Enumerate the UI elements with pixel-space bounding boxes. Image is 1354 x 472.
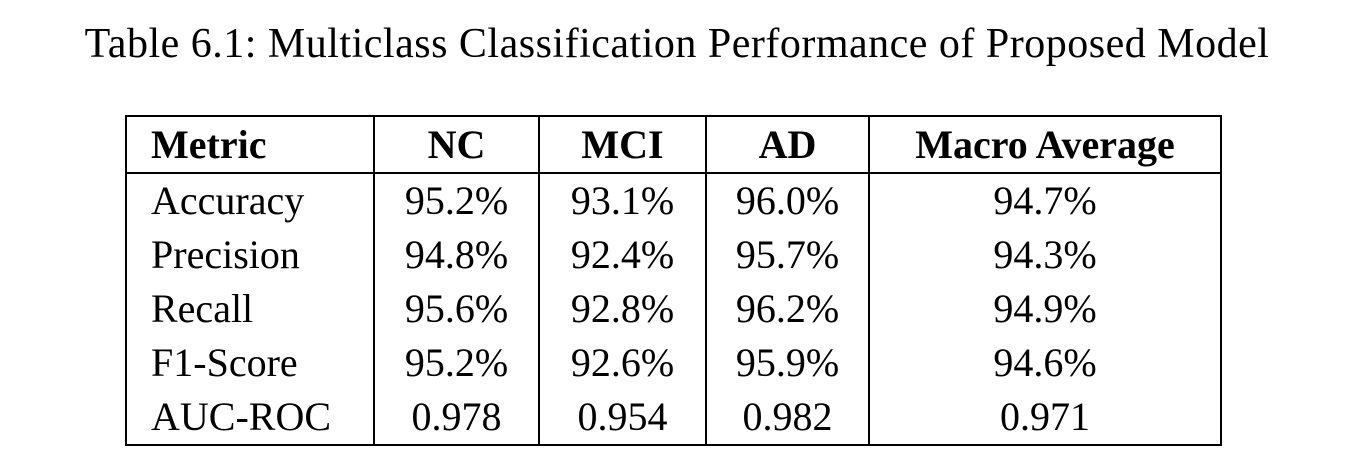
value-cell: 95.2% (373, 173, 540, 228)
value-cell: 95.6% (373, 282, 540, 336)
value-cell: 94.6% (868, 336, 1222, 390)
table-row: Recall 95.6% 92.8% 96.2% 94.9% (125, 282, 1222, 336)
table-body: Accuracy 95.2% 93.1% 96.0% 94.7% Precision 94.… (125, 173, 1222, 445)
metric-cell: Recall (125, 282, 375, 336)
header-row: Metric NC MCI AD Macro Average (125, 116, 1222, 174)
metric-cell: AUC-ROC (125, 390, 375, 445)
table-row: Precision 94.8% 92.4% 95.7% 94.3% (125, 228, 1222, 282)
value-cell: 94.8% (373, 228, 540, 282)
value-cell: 92.8% (538, 282, 707, 336)
value-cell: 0.954 (538, 390, 707, 445)
value-cell: 92.6% (538, 336, 707, 390)
table-row: AUC-ROC 0.978 0.954 0.982 0.971 (125, 390, 1222, 445)
metric-cell: F1-Score (125, 336, 375, 390)
table-row: F1-Score 95.2% 92.6% 95.9% 94.6% (125, 336, 1222, 390)
value-cell: 95.7% (705, 228, 870, 282)
value-cell: 94.9% (868, 282, 1222, 336)
value-cell: 93.1% (538, 173, 707, 228)
table-caption: Table 6.1: Multiclass Classification Per… (84, 21, 1270, 67)
metric-cell: Precision (125, 228, 375, 282)
value-cell: 96.0% (705, 173, 870, 228)
value-cell: 94.7% (868, 173, 1222, 228)
header-cell: AD (705, 116, 870, 174)
metric-cell: Accuracy (125, 173, 375, 228)
value-cell: 94.3% (868, 228, 1222, 282)
value-cell: 96.2% (705, 282, 870, 336)
table: Metric NC MCI AD Macro Average Accuracy 95.2%… (125, 115, 1222, 446)
value-cell: 0.982 (705, 390, 870, 445)
value-cell: 95.2% (373, 336, 540, 390)
header-cell: Metric (125, 116, 375, 174)
value-cell: 0.978 (373, 390, 540, 445)
value-cell: 0.971 (868, 390, 1222, 445)
value-cell: 95.9% (705, 336, 870, 390)
header-cell: NC (373, 116, 540, 174)
value-cell: 92.4% (538, 228, 707, 282)
header-cell: Macro Average (868, 116, 1222, 174)
header-cell: MCI (538, 116, 707, 174)
table-row: Accuracy 95.2% 93.1% 96.0% 94.7% (125, 173, 1222, 228)
